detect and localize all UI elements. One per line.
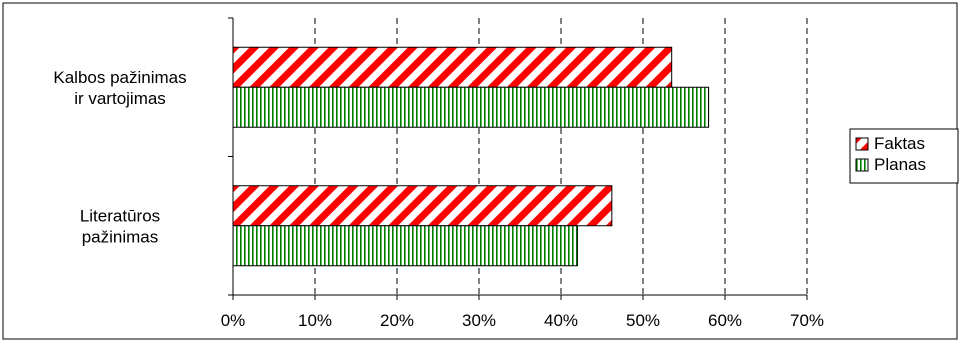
bar-faktas: [232, 185, 613, 227]
x-tick-label: 10%: [298, 311, 332, 330]
bar-faktas: [232, 46, 673, 88]
x-tick-label: 30%: [462, 311, 496, 330]
x-tick-label: 40%: [544, 311, 578, 330]
bar-planas: [232, 86, 710, 128]
legend-swatch-faktas: [855, 137, 869, 151]
x-tick-label: 0%: [221, 311, 246, 330]
x-tick-label: 70%: [790, 311, 824, 330]
category-label: ir vartojimas: [74, 89, 166, 108]
legend-label: Planas: [874, 155, 926, 174]
x-tick-label: 60%: [708, 311, 742, 330]
x-tick-label: 20%: [380, 311, 414, 330]
category-label: Literatūros: [80, 206, 160, 225]
category-label: Kalbos pažinimas: [53, 68, 186, 87]
category-label: pažinimas: [82, 227, 159, 246]
legend-label: Faktas: [874, 134, 925, 153]
x-tick-label: 50%: [626, 311, 660, 330]
legend-swatch-planas: [855, 158, 869, 172]
bar-planas: [232, 225, 578, 267]
